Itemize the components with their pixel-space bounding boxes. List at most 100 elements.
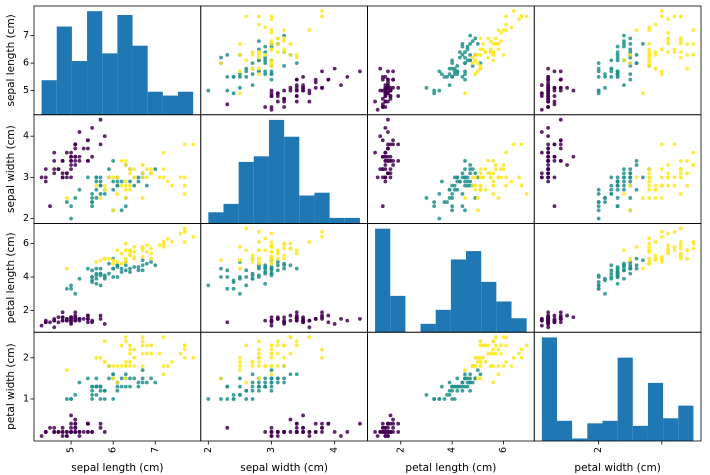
scatter-point [73,392,78,397]
scatter-point [546,77,551,82]
scatter-point [244,380,249,385]
x-axis-title: sepal width (cm) [240,462,328,474]
scatter-point [119,384,124,389]
scatter-point [380,74,385,79]
scatter-point [301,430,305,434]
scatter-point [244,14,249,19]
scatter-point [634,244,639,249]
scatter-point [94,187,99,192]
scatter-point [102,134,107,139]
scatter-point [107,256,111,261]
scatter-point [182,355,187,360]
scatter-point [307,318,312,323]
scatter-point [615,183,620,188]
scatter-point [388,94,393,98]
scatter-point [491,179,496,184]
scatter-point [77,380,82,385]
scatter-point [653,22,658,27]
scatter-point [396,94,401,98]
scatter-point [571,315,576,320]
scatter-point [628,179,633,184]
scatter-point [144,250,149,254]
scatter-point [282,36,287,41]
scatter-point [496,347,501,352]
scatter-point [98,283,103,288]
scatter-point [460,171,465,176]
scatter-point [491,58,496,63]
scatter-point [647,25,652,30]
scatter-point [460,41,465,46]
scatter-point [182,183,187,188]
scatter-point [238,258,242,263]
scatter-point [647,58,652,63]
scatter-point [282,430,287,434]
y-tick-label: 4 [23,131,29,142]
scatter-point [182,191,187,196]
scatter-point [499,351,503,356]
scatter-point [136,380,141,385]
scatter-point [666,231,671,236]
scatter-point [552,158,557,163]
scatter-point [94,376,99,381]
scatter-point [140,343,145,348]
scatter-point [244,74,249,79]
scatter-point [491,347,496,352]
scatter-point [634,187,639,192]
scatter-point [478,171,483,176]
scatter-point [219,376,223,381]
scatter-point [470,167,475,172]
scatter-point [288,417,293,422]
scatter-point [282,315,287,320]
scatter-point [119,158,124,163]
scatter-point [244,58,249,63]
scatter-point [140,175,145,180]
scatter-point [628,55,633,60]
scatter-point [571,88,576,93]
scatter-point [64,266,69,271]
scatter-point [98,191,103,196]
scatter-point [460,74,465,79]
scatter-point [161,150,166,155]
scatter-point [313,85,318,90]
scatter-point [596,280,601,284]
scatter-point [256,39,261,44]
scatter-point [256,273,261,278]
scatter-point [465,175,470,180]
scatter-point [182,226,187,231]
scatter-point [463,196,467,200]
scatter-point [386,158,390,163]
scatter-point [432,204,437,209]
scatter-point [250,364,255,368]
scatter-point [140,339,145,344]
panel-sepal-width-vs-sepal-length [33,114,202,224]
scatter-point [98,175,103,180]
scatter-point [496,372,501,377]
scatter-point [465,380,470,385]
scatter-point [269,239,274,244]
scatter-point [678,171,683,176]
histogram-bar [132,45,148,115]
scatter-point [269,91,274,96]
scatter-point [628,52,633,57]
scatter-point [463,77,467,82]
scatter-point [250,52,255,57]
scatter-point [386,83,390,87]
scatter-point [98,397,103,401]
y-tick-label: 5 [23,85,29,96]
scatter-point [161,335,166,340]
scatter-point [546,154,551,159]
scatter-point [552,204,557,209]
scatter-point [511,355,516,360]
scatter-point [647,52,652,57]
scatter-point [107,261,111,266]
scatter-point [225,275,230,279]
scatter-point [647,244,652,249]
scatter-point [546,142,551,147]
scatter-point [136,268,141,273]
scatter-point [647,256,652,261]
scatter-point [263,266,268,271]
scatter-point [275,268,280,273]
scatter-point [307,335,312,340]
scatter-point [634,263,639,268]
scatter-point [455,72,460,77]
